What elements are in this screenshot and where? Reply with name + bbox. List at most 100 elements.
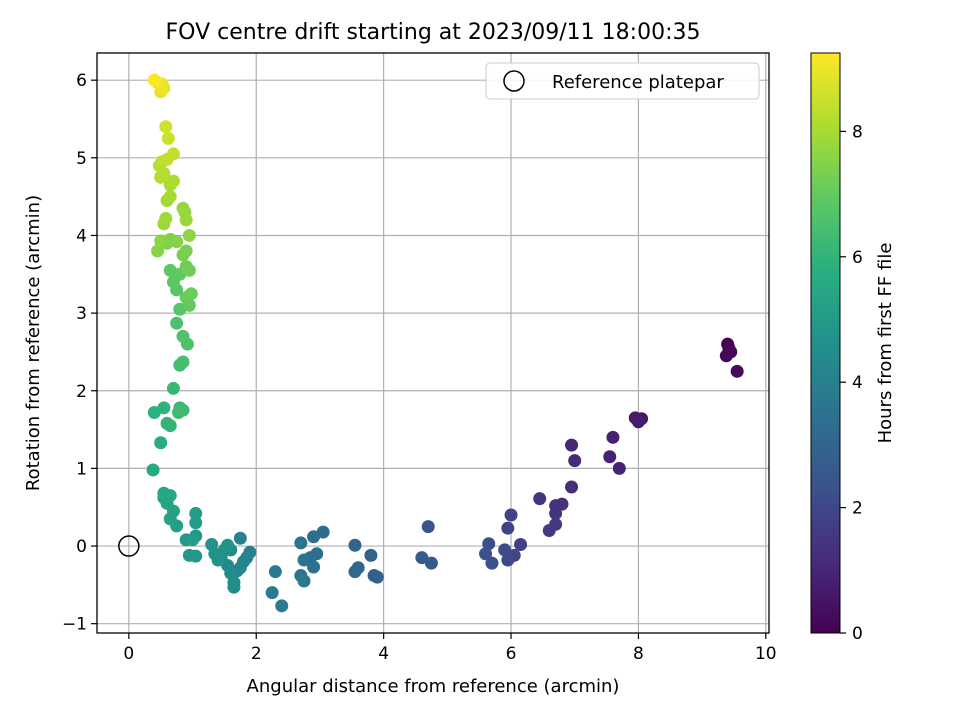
y-axis-ticks: −1 0 1 2 3 4 5 6: [62, 71, 97, 635]
data-point: [485, 556, 499, 570]
legend-box: [485, 62, 760, 100]
x-tick-label: 10: [755, 644, 777, 664]
data-point: [348, 565, 362, 579]
data-point: [265, 586, 279, 600]
data-point: [612, 461, 626, 475]
y-tick-label: 4: [76, 226, 87, 246]
data-point: [160, 416, 174, 430]
data-point: [603, 450, 617, 464]
data-point: [501, 521, 515, 535]
data-point: [297, 574, 311, 588]
data-points: [146, 73, 744, 613]
y-tick-label: 5: [76, 149, 87, 169]
data-point: [730, 364, 744, 378]
data-point: [154, 234, 168, 248]
data-point: [307, 560, 321, 574]
data-point: [157, 401, 171, 415]
data-point: [348, 538, 362, 552]
data-point: [170, 235, 184, 249]
data-point: [606, 430, 620, 444]
data-point: [415, 551, 429, 565]
legend-label: Reference platepar: [552, 72, 724, 93]
data-point: [147, 73, 161, 87]
colorbar: [810, 52, 841, 634]
data-point: [568, 454, 582, 468]
x-tick-label: 6: [506, 644, 517, 664]
y-tick-label: 1: [76, 459, 87, 479]
data-point: [159, 120, 173, 134]
data-point: [631, 415, 645, 429]
x-tick-label: 4: [378, 644, 389, 664]
x-tick-label: 0: [123, 644, 134, 664]
data-point: [565, 438, 579, 452]
data-point: [176, 355, 190, 369]
data-point: [533, 492, 547, 506]
reference-marker: [118, 535, 140, 557]
data-point: [176, 329, 190, 343]
data-point: [370, 570, 384, 584]
data-point: [166, 381, 180, 395]
colorbar-ticks: 0 2 4 6 8: [840, 122, 863, 644]
data-point: [233, 531, 247, 545]
data-point: [179, 213, 193, 227]
x-tick-label: 2: [251, 644, 262, 664]
data-point: [549, 506, 563, 520]
data-point: [176, 201, 190, 215]
data-point: [189, 516, 203, 530]
data-point: [163, 190, 177, 204]
colorbar-tick-label: 0: [852, 624, 863, 644]
data-point: [205, 537, 219, 551]
plot-frame: [96, 52, 770, 634]
y-tick-label: 6: [76, 71, 87, 91]
data-point: [514, 537, 528, 551]
legend-marker: [503, 70, 525, 92]
colorbar-tick-label: 8: [852, 122, 863, 142]
y-axis-label: Rotation from reference (arcmin): [23, 195, 44, 491]
data-point: [482, 537, 496, 551]
data-point: [146, 463, 160, 477]
data-point: [182, 548, 196, 562]
data-point: [542, 524, 556, 538]
data-point: [501, 553, 515, 567]
data-point: [297, 553, 311, 567]
x-axis-ticks: 0 2 4 6 8 10: [123, 633, 777, 664]
data-point: [227, 580, 241, 594]
legend: Reference platepar: [485, 62, 760, 100]
data-point: [154, 436, 168, 450]
data-point: [163, 489, 177, 503]
y-tick-label: −1: [62, 615, 87, 635]
data-point: [565, 480, 579, 494]
data-point: [172, 405, 186, 419]
data-point: [182, 228, 196, 242]
data-point: [294, 536, 308, 550]
data-point: [275, 599, 289, 613]
y-tick-label: 2: [76, 382, 87, 402]
data-point: [170, 316, 184, 330]
y-tick-label: 0: [76, 537, 87, 557]
chart-title: FOV centre drift starting at 2023/09/11 …: [166, 20, 701, 45]
data-point: [166, 147, 180, 161]
colorbar-tick-label: 4: [852, 373, 863, 393]
data-point: [221, 538, 235, 552]
data-point: [179, 244, 193, 258]
data-point: [724, 345, 738, 359]
data-point: [498, 543, 512, 557]
x-tick-label: 8: [633, 644, 644, 664]
reference-point: [118, 535, 140, 557]
data-point: [159, 211, 173, 225]
data-point: [166, 174, 180, 188]
grid: [97, 53, 769, 633]
data-point: [151, 244, 165, 258]
colorbar-tick-label: 6: [852, 248, 863, 268]
data-point: [479, 547, 493, 561]
data-point: [189, 506, 203, 520]
data-point: [424, 556, 438, 570]
data-point: [186, 533, 200, 547]
colorbar-label: Hours from first FF file: [875, 243, 896, 444]
data-point: [421, 520, 435, 534]
y-tick-label: 3: [76, 304, 87, 324]
data-point: [307, 530, 321, 544]
colorbar-tick-label: 2: [852, 499, 863, 519]
data-point: [364, 548, 378, 562]
